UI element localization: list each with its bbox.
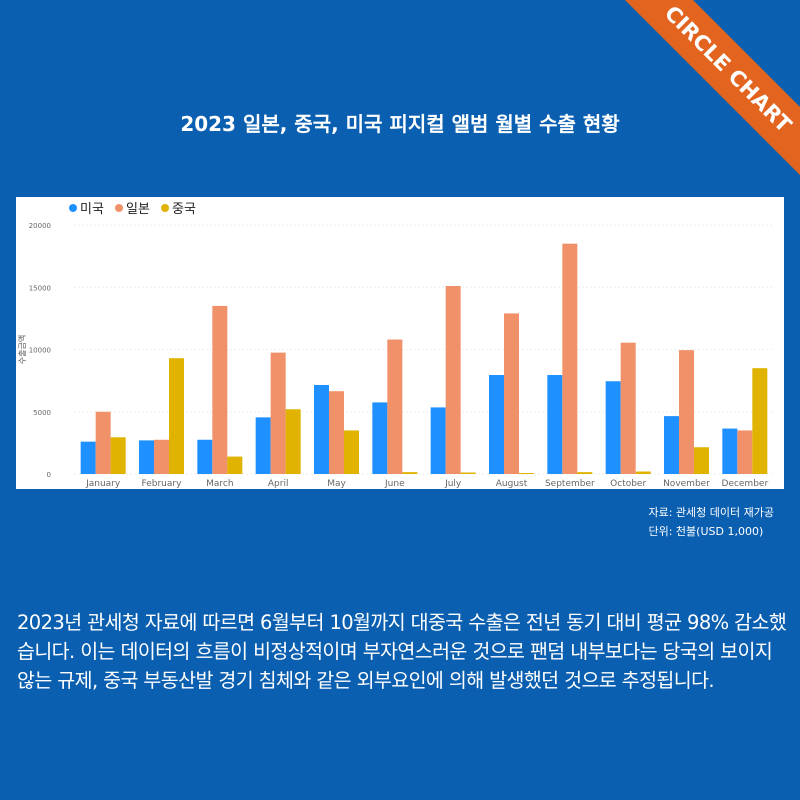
x-tick-label: January: [85, 479, 121, 489]
bar-1-march: [197, 439, 213, 474]
x-tick-label: February: [142, 479, 183, 489]
bar-3-february: [169, 358, 184, 474]
bar-1-september: [547, 375, 563, 474]
bar-1-november: [664, 416, 679, 474]
x-tick-label: August: [496, 479, 528, 489]
legend-label-1: 미국: [80, 202, 104, 217]
x-tick-label: March: [206, 479, 233, 489]
bar-1-december: [722, 428, 738, 474]
bar-3-november: [694, 447, 709, 474]
legend-label-3: 중국: [172, 202, 196, 217]
circle-chart-badge: CIRCLE CHART: [619, 0, 800, 178]
badge-corner: CIRCLE CHART: [600, 0, 800, 200]
x-tick-label: December: [721, 479, 768, 489]
bar-2-may: [329, 391, 344, 474]
bar-2-september: [562, 243, 578, 474]
x-tick-label: April: [268, 479, 289, 489]
bar-3-march: [227, 456, 243, 474]
bar-1-april: [255, 417, 271, 474]
y-tick-label: 5000: [33, 409, 51, 417]
bar-3-october: [635, 471, 651, 474]
bar-3-january: [110, 437, 126, 474]
bar-3-may: [344, 430, 359, 474]
y-tick-label: 10000: [29, 347, 51, 355]
bar-3-december: [752, 368, 768, 474]
bar-2-november: [679, 350, 694, 474]
source-line: 자료: 관세청 데이터 재가공: [648, 506, 774, 519]
bar-2-february: [154, 439, 169, 474]
bar-3-august: [519, 473, 534, 474]
unit-line: 단위: 천불(USD 1,000): [648, 525, 764, 538]
y-tick-label: 0: [47, 471, 51, 479]
bar-2-july: [445, 286, 461, 474]
bar-1-july: [430, 407, 446, 474]
y-tick-label: 15000: [29, 284, 51, 292]
legend-swatch-2: [115, 204, 123, 212]
x-tick-label: September: [545, 479, 595, 489]
bar-3-june: [402, 472, 418, 474]
legend-swatch-3: [161, 204, 169, 212]
x-tick-label: June: [384, 479, 405, 489]
y-axis-label: 수출금액: [17, 335, 27, 364]
bar-2-june: [387, 339, 403, 474]
x-tick-label: November: [663, 479, 710, 489]
bar-1-august: [489, 375, 504, 474]
bar-chart: 0 5000 10000 15000 20000 수출금액 January February M…: [17, 202, 774, 489]
bar-2-march: [212, 305, 228, 474]
x-tick-label: October: [610, 479, 646, 489]
source-note: 자료: 관세청 데이터 재가공 단위: 천불(USD 1,000): [648, 503, 774, 541]
bar-2-august: [504, 313, 519, 474]
bar-3-september: [577, 472, 593, 474]
bar-1-june: [372, 402, 388, 474]
bar-1-may: [314, 384, 329, 474]
bar-1-february: [139, 440, 154, 474]
y-tick-label: 20000: [29, 222, 51, 230]
bar-3-july: [460, 472, 476, 474]
x-tick-label: May: [327, 479, 346, 489]
bar-1-january: [80, 441, 96, 474]
legend-swatch-1: [69, 204, 77, 212]
bar-2-december: [737, 430, 753, 474]
bar-2-january: [95, 411, 111, 474]
bar-3-april: [285, 409, 301, 474]
chart-card: 0 5000 10000 15000 20000 수출금액 January February M…: [16, 197, 784, 489]
legend-label-2: 일본: [126, 202, 150, 217]
x-tick-label: July: [444, 479, 462, 489]
bar-1-october: [605, 381, 621, 474]
description-paragraph: 2023년 관세청 자료에 따르면 6월부터 10월까지 대중국 수출은 전년 …: [17, 611, 787, 692]
bar-2-october: [620, 342, 636, 474]
bar-2-april: [270, 352, 286, 474]
page-title: 2023 일본, 중국, 미국 피지컬 앨범 월별 수출 현황: [180, 112, 620, 136]
